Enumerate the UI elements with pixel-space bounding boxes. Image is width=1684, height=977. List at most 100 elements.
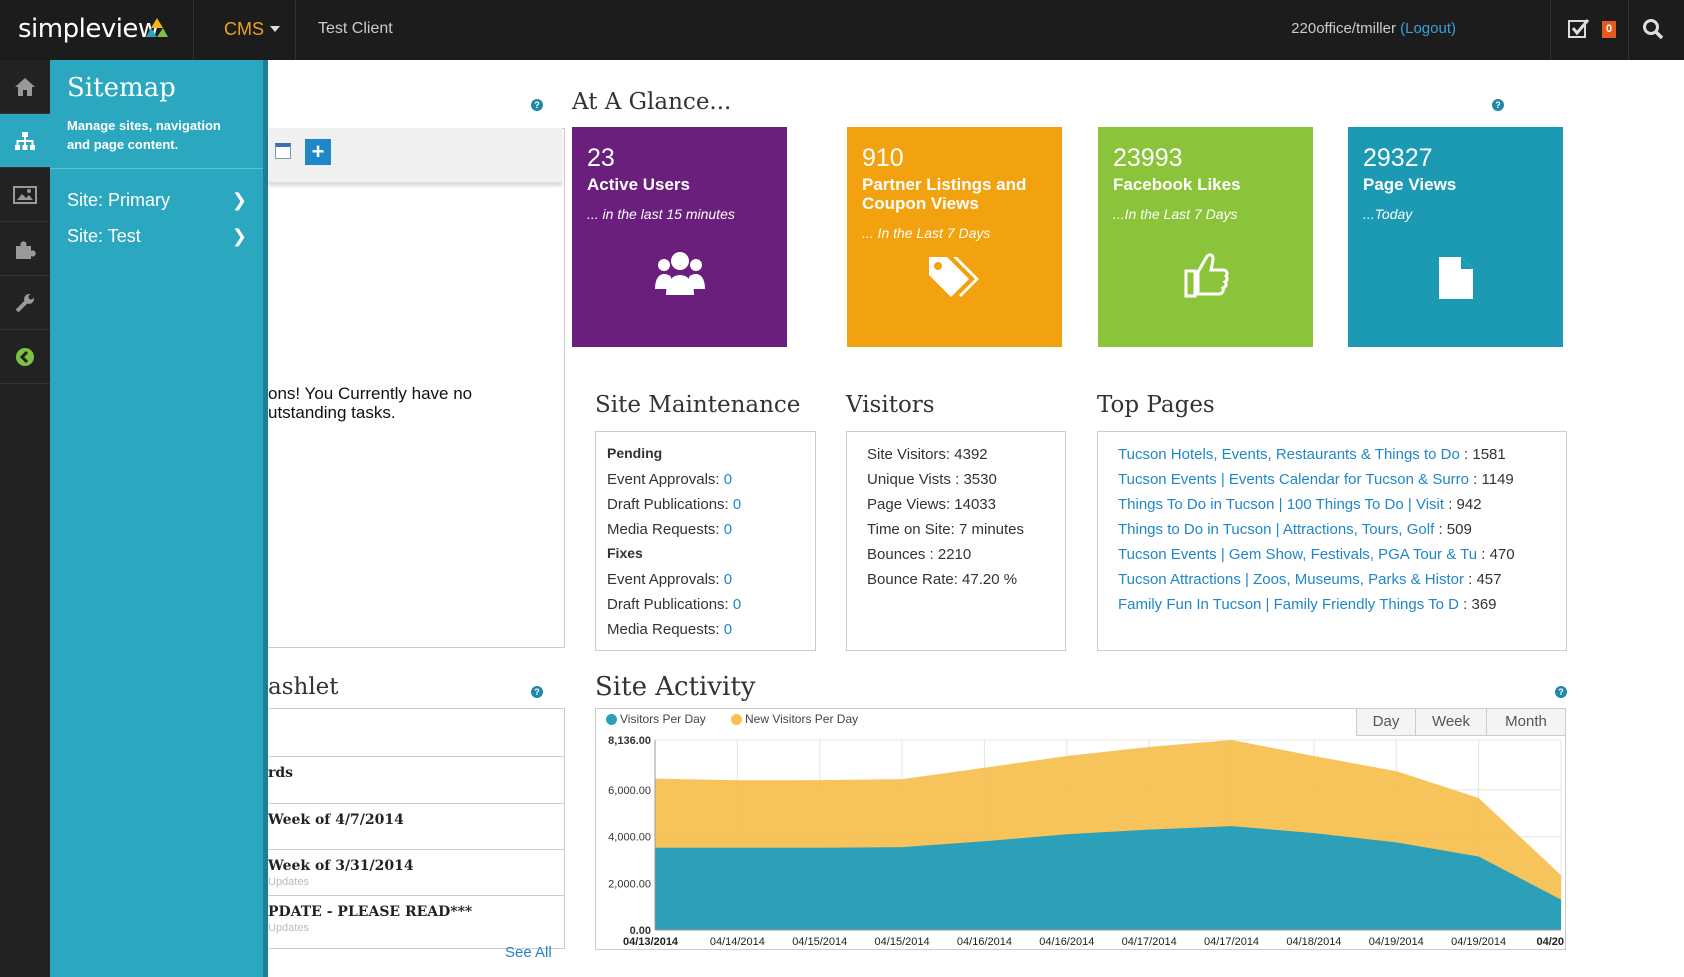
top-page-count: : 369 bbox=[1458, 596, 1497, 613]
dashlet-row-title: Week of 3/31/2014 bbox=[268, 858, 414, 874]
range-day-button[interactable]: Day bbox=[1356, 708, 1416, 736]
see-all-link[interactable]: See All bbox=[505, 944, 552, 961]
flyout-description: Manage sites, navigation and page conten… bbox=[67, 118, 221, 152]
tile-value: 23 bbox=[587, 144, 615, 172]
calendar-icon[interactable] bbox=[275, 143, 291, 159]
range-week-button[interactable]: Week bbox=[1415, 708, 1487, 736]
tile-label: Active Users bbox=[587, 175, 691, 194]
dashlet-row[interactable]: Week of 4/7/2014 bbox=[268, 803, 564, 849]
dashlet-row[interactable]: Week of 3/31/2014 Updates bbox=[268, 849, 564, 895]
top-page-count: : 509 bbox=[1434, 521, 1472, 538]
pending-draft-publications: Draft Publications: 0 bbox=[607, 492, 815, 517]
pending-event-approvals: Event Approvals: 0 bbox=[607, 467, 815, 492]
tile-subtitle: ...In the Last 7 Days bbox=[1113, 206, 1238, 222]
nav-plugins[interactable] bbox=[0, 222, 50, 276]
top-pages-title: Top Pages bbox=[1097, 392, 1215, 418]
client-name[interactable]: Test Client bbox=[318, 20, 393, 37]
top-page-row: Things To Do in Tucson | 100 Things To D… bbox=[1118, 492, 1566, 517]
site-activity-chart-box bbox=[595, 708, 1566, 950]
logo-mark-icon bbox=[146, 18, 168, 37]
row-label: Event Approvals: bbox=[607, 471, 720, 488]
visitors-row: Time on Site: 7 minutes bbox=[867, 521, 1025, 538]
tile-label: Facebook Likes bbox=[1113, 175, 1241, 194]
top-page-link[interactable]: Family Fun In Tucson | Family Friendly T… bbox=[1118, 596, 1459, 613]
top-page-count: : 942 bbox=[1444, 496, 1482, 513]
visitors-row: Bounce Rate: 47.20 % bbox=[867, 571, 1018, 588]
top-page-row: Tucson Events | Events Calendar for Tucs… bbox=[1118, 467, 1566, 492]
maintenance-box: Pending Event Approvals: 0 Draft Publica… bbox=[595, 431, 816, 651]
legend-dot bbox=[606, 713, 617, 725]
nav-media[interactable] bbox=[0, 168, 50, 222]
simpleview-logo[interactable]: simpleview bbox=[18, 14, 159, 44]
checkbox-tasks-icon[interactable] bbox=[1567, 17, 1591, 41]
cms-menu-label: CMS bbox=[224, 19, 264, 39]
dashlet-row-title: rds bbox=[268, 765, 294, 781]
top-page-link[interactable]: Tucson Attractions | Zoos, Museums, Park… bbox=[1118, 571, 1464, 588]
legend-label: New Visitors Per Day bbox=[745, 712, 859, 726]
dashlet-row[interactable]: rds bbox=[268, 756, 564, 803]
visitors-title: Visitors bbox=[846, 392, 935, 418]
thumbs-up-icon bbox=[1184, 253, 1229, 298]
top-page-link[interactable]: Tucson Events | Events Calendar for Tucs… bbox=[1118, 471, 1470, 488]
row-value-link[interactable]: 0 bbox=[732, 596, 742, 613]
tile-label: Partner Listings and Coupon Views bbox=[862, 175, 1027, 213]
visitors-row: Bounces : 2210 bbox=[867, 546, 972, 563]
row-value-link[interactable]: 0 bbox=[723, 471, 733, 488]
help-icon[interactable]: ? bbox=[531, 99, 543, 111]
divider bbox=[1628, 0, 1629, 60]
x-tick-label: 04/15/2014 bbox=[792, 936, 847, 948]
visitors-row: Page Views: 14033 bbox=[867, 496, 996, 513]
site-test-label: Site: Test bbox=[67, 226, 141, 246]
nav-sitemap[interactable] bbox=[0, 114, 50, 168]
dashlet-row-title: PDATE - PLEASE READ*** bbox=[268, 904, 473, 920]
add-task-button[interactable]: + bbox=[305, 139, 331, 165]
row-value-link[interactable]: 0 bbox=[723, 621, 733, 638]
site-activity-chart: 0.00 2,000.00 4,000.00 6,000.00 8,136.00 04/1… bbox=[608, 735, 1564, 948]
tile-partner-listings[interactable]: 910 Partner Listings and Coupon Views ..… bbox=[847, 127, 1062, 347]
range-selector: Day Week Month bbox=[1356, 708, 1566, 736]
site-primary-label: Site: Primary bbox=[67, 190, 171, 210]
logout-link[interactable]: (Logout) bbox=[1400, 20, 1456, 37]
legend-dot bbox=[731, 713, 742, 725]
legend-new-visitors[interactable]: New Visitors Per Day bbox=[731, 712, 858, 726]
row-label: Event Approvals: bbox=[607, 571, 720, 588]
tile-subtitle: ... in the last 15 minutes bbox=[587, 206, 735, 222]
puzzle-icon bbox=[16, 240, 36, 259]
top-page-link[interactable]: Tucson Events | Gem Show, Festivals, PGA… bbox=[1118, 546, 1478, 563]
tile-page-views[interactable]: 29327 Page Views ...Today bbox=[1348, 127, 1563, 347]
x-tick-label: 04/16/2014 bbox=[1039, 936, 1094, 948]
dashlet-row-sub: Updates bbox=[268, 876, 309, 888]
range-month-button[interactable]: Month bbox=[1486, 708, 1566, 736]
dashlet-row-title: Week of 4/7/2014 bbox=[268, 812, 404, 828]
dashlet-row[interactable]: PDATE - PLEASE READ*** Updates bbox=[268, 895, 564, 940]
task-count-badge[interactable]: 0 bbox=[1602, 21, 1616, 38]
top-page-row: Tucson Hotels, Events, Restaurants & Thi… bbox=[1118, 442, 1566, 467]
username: 220office/tmiller bbox=[1291, 20, 1396, 37]
legend-visitors[interactable]: Visitors Per Day bbox=[606, 712, 706, 726]
icon-sidebar bbox=[0, 60, 50, 977]
collapse-icon bbox=[16, 347, 34, 366]
nav-collapse[interactable] bbox=[0, 330, 50, 384]
row-value-link[interactable]: 0 bbox=[723, 521, 733, 538]
help-icon[interactable]: ? bbox=[531, 686, 543, 698]
divider bbox=[1550, 0, 1551, 60]
tile-facebook-likes[interactable]: 23993 Facebook Likes ...In the Last 7 Da… bbox=[1098, 127, 1313, 347]
nav-home[interactable] bbox=[0, 60, 50, 114]
help-icon[interactable]: ? bbox=[1492, 99, 1504, 111]
row-value-link[interactable]: 0 bbox=[732, 496, 742, 513]
help-icon[interactable]: ? bbox=[1555, 686, 1567, 698]
tile-value: 23993 bbox=[1113, 144, 1183, 172]
top-page-link[interactable]: Tucson Hotels, Events, Restaurants & Thi… bbox=[1118, 446, 1460, 463]
top-page-link[interactable]: Things to Do in Tucson | Attractions, To… bbox=[1118, 521, 1435, 538]
site-test-item[interactable]: Site: Test ❯ bbox=[67, 226, 247, 247]
nav-tools[interactable] bbox=[0, 276, 50, 330]
tags-icon bbox=[928, 257, 979, 297]
visitors-row: Unique Vists : 3530 bbox=[867, 471, 997, 488]
site-primary-item[interactable]: Site: Primary ❯ bbox=[67, 190, 247, 211]
row-value-link[interactable]: 0 bbox=[723, 571, 733, 588]
top-page-link[interactable]: Things To Do in Tucson | 100 Things To D… bbox=[1118, 496, 1445, 513]
search-icon[interactable] bbox=[1642, 18, 1664, 40]
cms-menu[interactable]: CMS bbox=[224, 19, 280, 40]
pending-media-requests: Media Requests: 0 bbox=[607, 517, 815, 542]
tile-active-users[interactable]: 23 Active Users ... in the last 15 minut… bbox=[572, 127, 787, 347]
